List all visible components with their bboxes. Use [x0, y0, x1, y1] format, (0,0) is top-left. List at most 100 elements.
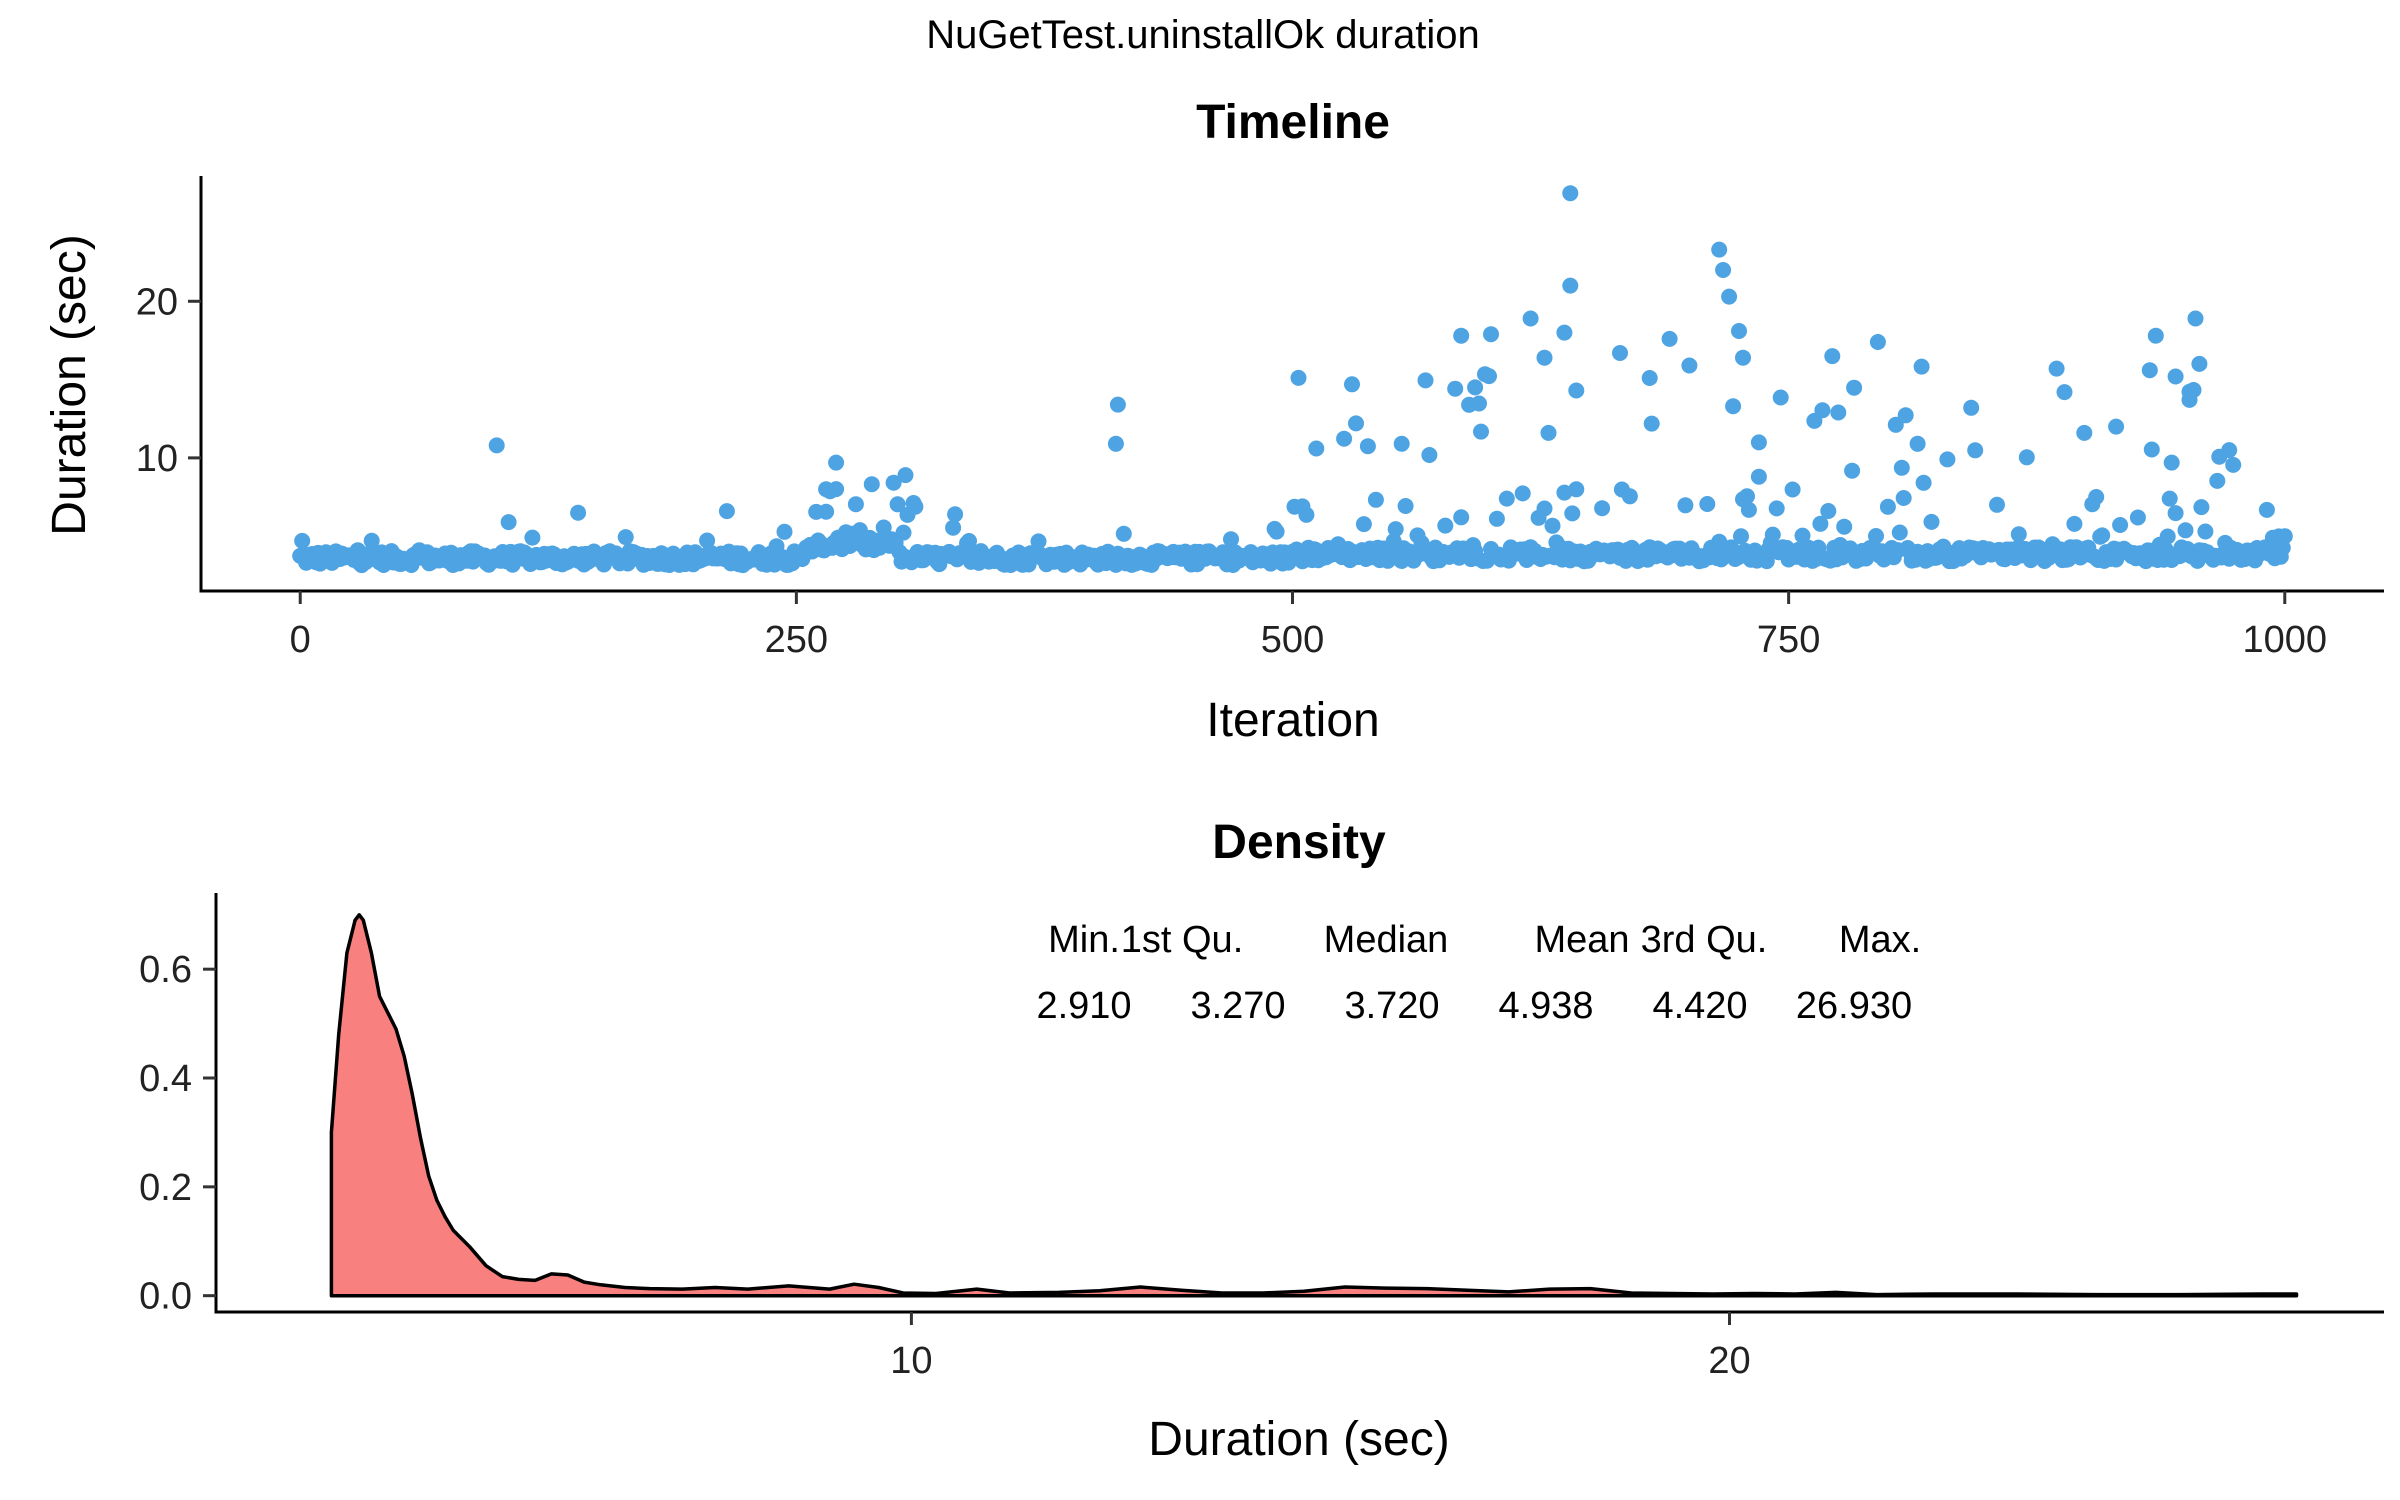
timeline-point	[1397, 498, 1414, 514]
timeline-point	[500, 514, 517, 531]
timeline-point	[1453, 327, 1470, 344]
density-x-tick-label: 10	[890, 1340, 932, 1382]
timeline-point	[1868, 528, 1884, 544]
timeline-point	[1879, 498, 1896, 515]
timeline-point	[828, 454, 845, 471]
timeline-point	[2161, 490, 2178, 507]
timeline-point	[2187, 310, 2204, 327]
timeline-point	[1681, 357, 1698, 374]
timeline-point	[1336, 430, 1353, 447]
timeline-point	[1421, 447, 1438, 463]
timeline-point	[1758, 553, 1775, 570]
timeline-x-tick-label: 500	[1261, 619, 1324, 661]
density-curve	[329, 913, 2299, 1298]
timeline-point	[1733, 528, 1749, 545]
timeline-title: Timeline	[1196, 96, 1390, 149]
timeline-point	[1814, 402, 1831, 419]
density-y-tick-label: 0.4	[139, 1058, 192, 1100]
summary-value: 4.420	[1652, 985, 1747, 1027]
summary-value: 4.938	[1498, 985, 1593, 1027]
figure-title: NuGetTest.uninstallOk duration	[926, 13, 1480, 57]
timeline-point	[1750, 468, 1767, 485]
timeline-point	[1967, 442, 1984, 459]
timeline-point	[1393, 435, 1410, 452]
timeline-point	[2193, 499, 2210, 516]
timeline-point	[961, 533, 977, 549]
timeline-point	[617, 529, 634, 546]
timeline-point	[2066, 515, 2083, 532]
summary-header: 1st Qu.	[1121, 919, 1244, 961]
timeline-point	[1417, 372, 1434, 389]
timeline-point	[1612, 345, 1628, 361]
timeline-point	[1913, 358, 1930, 375]
timeline-points	[292, 185, 2293, 574]
density-x-axis-label: Duration (sec)	[1148, 1413, 1449, 1466]
timeline-point	[2076, 424, 2093, 441]
timeline-point	[1824, 348, 1841, 365]
timeline-point	[1594, 500, 1611, 517]
density-y-tick-label: 0.6	[139, 949, 192, 991]
timeline-point	[1731, 323, 1747, 339]
timeline-point	[2056, 384, 2073, 401]
timeline-point	[1891, 524, 1908, 541]
timeline-point	[2181, 391, 2198, 408]
timeline-point	[945, 519, 962, 536]
timeline-point	[2163, 454, 2180, 471]
timeline-point	[1895, 490, 1912, 506]
timeline-point	[2177, 522, 2194, 539]
timeline-point	[1725, 398, 1742, 415]
timeline-point	[2018, 449, 2035, 466]
summary-header: Max.	[1839, 919, 1921, 961]
summary-value: 3.720	[1344, 985, 1439, 1027]
summary-table: Min. 1st Qu. Median Mean 3rd Qu. Max. 2.910 3.2…	[1036, 919, 1921, 1027]
timeline-point	[1989, 496, 2005, 513]
timeline-point	[1308, 440, 1325, 457]
timeline-point	[1915, 474, 1932, 491]
timeline-point	[1869, 334, 1886, 350]
timeline-point	[524, 529, 541, 546]
summary-header: Min.	[1048, 919, 1120, 961]
timeline-x-axis-label: Iteration	[1206, 694, 1379, 747]
timeline-x-tick-label: 0	[290, 619, 311, 661]
timeline-point	[1367, 491, 1384, 508]
timeline-point	[1739, 488, 1755, 505]
timeline-point	[1268, 523, 1285, 540]
timeline-point	[907, 498, 924, 515]
timeline-panel: Timeline 0 250 500 750 1000 10 20 Iteration Du…	[43, 96, 2384, 747]
timeline-point	[1473, 423, 1489, 440]
timeline-point	[1294, 498, 1311, 515]
timeline-point	[2129, 509, 2146, 526]
summary-header: 3rd Qu.	[1641, 919, 1768, 961]
density-title: Density	[1212, 816, 1386, 869]
timeline-point	[1643, 415, 1660, 432]
timeline-point	[1481, 368, 1497, 385]
timeline-point	[1568, 481, 1585, 498]
timeline-point	[1030, 533, 1047, 550]
timeline-point	[1483, 326, 1499, 343]
timeline-y-tick-label: 20	[136, 281, 178, 323]
timeline-point	[1344, 376, 1360, 393]
timeline-point	[947, 506, 964, 523]
timeline-point	[2221, 442, 2238, 459]
timeline-point	[875, 519, 892, 536]
timeline-point	[363, 532, 380, 549]
timeline-point	[776, 523, 793, 540]
summary-value: 2.910	[1036, 985, 1131, 1027]
timeline-point	[2167, 368, 2184, 385]
timeline-point	[718, 503, 735, 520]
summary-header: Median	[1324, 919, 1449, 961]
summary-header: Mean	[1534, 919, 1629, 961]
timeline-point	[1893, 459, 1910, 476]
density-y-tick-label: 0.0	[139, 1276, 192, 1318]
timeline-point	[699, 532, 716, 549]
timeline-point	[1641, 370, 1658, 386]
timeline-point	[1522, 310, 1539, 327]
density-area	[331, 914, 2297, 1296]
timeline-point	[1820, 503, 1837, 519]
timeline-point	[1768, 500, 1785, 517]
timeline-point	[2010, 526, 2027, 543]
timeline-ticks: 0 250 500 750 1000 10 20	[136, 281, 2327, 661]
timeline-point	[847, 496, 864, 513]
timeline-point	[1711, 241, 1728, 258]
timeline-point	[1223, 531, 1239, 548]
